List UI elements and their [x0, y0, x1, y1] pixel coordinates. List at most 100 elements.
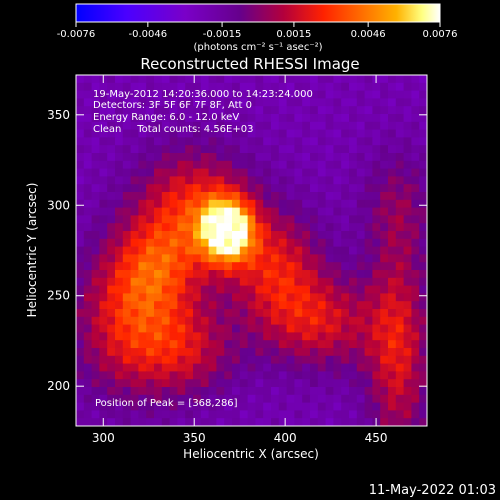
heatmap-cell: [239, 192, 248, 201]
heatmap-cell: [208, 301, 217, 310]
heatmap-cell: [341, 168, 350, 177]
heatmap-cell: [388, 160, 397, 169]
heatmap-cell: [310, 316, 319, 325]
heatmap-cell: [91, 153, 100, 162]
heatmap-cell: [83, 153, 92, 162]
heatmap-cell: [161, 324, 170, 333]
heatmap-cell: [185, 160, 194, 169]
heatmap-cell: [154, 153, 163, 162]
heatmap-cell: [232, 418, 241, 426]
heatmap-cell: [271, 215, 280, 224]
heatmap-cell: [185, 316, 194, 325]
heatmap-cell: [263, 270, 272, 279]
heatmap-cell: [317, 199, 326, 208]
heatmap-cell: [403, 418, 412, 426]
peak-position-label: Position of Peak = [368,286]: [95, 398, 238, 409]
heatmap-cell: [138, 199, 147, 208]
heatmap-cell: [325, 145, 334, 154]
heatmap-cell: [107, 410, 116, 419]
heatmap-cell: [130, 387, 139, 396]
heatmap-cell: [83, 262, 92, 271]
heatmap-cell: [76, 262, 85, 271]
heatmap-cell: [271, 418, 280, 426]
heatmap-cell: [286, 215, 295, 224]
heatmap-cell: [193, 355, 202, 364]
heatmap-cell: [403, 207, 412, 216]
heatmap-cell: [411, 379, 420, 388]
heatmap-cell: [294, 355, 303, 364]
heatmap-cell: [185, 137, 194, 146]
heatmap-cell: [193, 363, 202, 372]
heatmap-cell: [107, 293, 116, 302]
heatmap-cell: [263, 75, 272, 84]
heatmap-cell: [239, 418, 248, 426]
heatmap-cell: [278, 90, 287, 99]
heatmap-cell: [349, 98, 358, 107]
heatmap-cell: [91, 387, 100, 396]
heatmap-cell: [232, 176, 241, 185]
heatmap-cell: [302, 160, 311, 169]
heatmap-cell: [278, 340, 287, 349]
heatmap-cell: [278, 129, 287, 138]
heatmap-cell: [161, 231, 170, 240]
heatmap-cell: [154, 324, 163, 333]
heatmap-cell: [224, 215, 233, 224]
heatmap-cell: [154, 176, 163, 185]
heatmap-cell: [403, 379, 412, 388]
heatmap-cell: [76, 215, 85, 224]
heatmap-cell: [232, 82, 241, 91]
heatmap-cell: [411, 160, 420, 169]
heatmap-cell: [380, 340, 389, 349]
heatmap-cell: [294, 223, 303, 232]
annotation-energy-range: Energy Range: 6.0 - 12.0 keV: [93, 112, 239, 123]
heatmap-cell: [310, 231, 319, 240]
heatmap-cell: [169, 238, 178, 247]
heatmap-cell: [333, 238, 342, 247]
heatmap-cell: [130, 238, 139, 247]
heatmap-cell: [372, 402, 381, 411]
heatmap-cell: [388, 176, 397, 185]
heatmap-cell: [380, 332, 389, 341]
heatmap-cell: [76, 309, 85, 318]
heatmap-cell: [294, 270, 303, 279]
heatmap-cell: [419, 129, 427, 138]
heatmap-cell: [388, 410, 397, 419]
heatmap-cell: [130, 316, 139, 325]
heatmap-cell: [278, 285, 287, 294]
heatmap-cell: [294, 394, 303, 403]
heatmap-cell: [380, 153, 389, 162]
heatmap-cell: [310, 418, 319, 426]
heatmap-cell: [91, 293, 100, 302]
heatmap-cell: [161, 153, 170, 162]
heatmap-cell: [115, 262, 124, 271]
heatmap-cell: [115, 184, 124, 193]
heatmap-cell: [146, 215, 155, 224]
heatmap-cell: [310, 160, 319, 169]
heatmap-cell: [154, 90, 163, 99]
heatmap-cell: [216, 418, 225, 426]
heatmap-cell: [107, 371, 116, 380]
heatmap-cell: [107, 355, 116, 364]
heatmap-cell: [239, 223, 248, 232]
heatmap-cell: [364, 160, 373, 169]
heatmap-cell: [200, 114, 209, 123]
heatmap-cell: [356, 394, 365, 403]
heatmap-cell: [310, 98, 319, 107]
heatmap-cell: [193, 176, 202, 185]
heatmap-cell: [403, 98, 412, 107]
heatmap-cell: [325, 98, 334, 107]
heatmap-cell: [91, 129, 100, 138]
heatmap-cell: [115, 145, 124, 154]
heatmap-cell: [169, 137, 178, 146]
heatmap-cell: [83, 238, 92, 247]
heatmap-cell: [372, 355, 381, 364]
heatmap-cell: [325, 231, 334, 240]
heatmap-cell: [341, 145, 350, 154]
heatmap-cell: [99, 324, 108, 333]
heatmap-cell: [208, 176, 217, 185]
heatmap-cell: [83, 355, 92, 364]
heatmap-cell: [419, 293, 427, 302]
heatmap-cell: [193, 246, 202, 255]
heatmap-cell: [278, 168, 287, 177]
heatmap-cell: [286, 176, 295, 185]
